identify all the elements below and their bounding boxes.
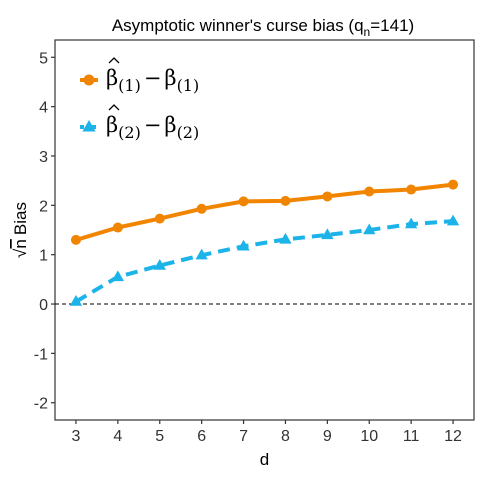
y-tick-label: 4 xyxy=(39,100,48,117)
series-1-point xyxy=(322,191,333,202)
y-axis-label: √nBias xyxy=(11,202,30,258)
series-1-point xyxy=(280,195,291,206)
legend: β(1) − β(1)β(2) − β(2) xyxy=(80,57,199,142)
legend-key-marker xyxy=(83,74,95,86)
series-2-point xyxy=(321,228,334,240)
series-1-point xyxy=(154,213,165,224)
legend-legend-beta: β xyxy=(164,113,176,137)
y-tick-label: 3 xyxy=(39,149,48,166)
legend-hat-mark xyxy=(108,57,120,64)
series-1-point xyxy=(406,184,417,195)
series-1-point xyxy=(238,196,249,207)
series-1-point xyxy=(448,179,459,190)
legend-item-2: β(2) − β(2) xyxy=(80,104,199,142)
series-2-point xyxy=(446,214,460,226)
x-tick-label: 4 xyxy=(113,428,122,445)
legend-legend-hat: β xyxy=(106,113,118,137)
legend-legend-minus: − xyxy=(144,66,162,90)
series-2-point xyxy=(111,270,125,282)
legend-label: β(1) − β(1) xyxy=(106,66,199,95)
y-axis: -2 -1 0 1 2 3 4 5 xyxy=(34,50,55,413)
series-2-line xyxy=(74,219,454,304)
series-1-line xyxy=(75,182,454,242)
legend-legend-minus: − xyxy=(144,113,162,137)
x-tick-label: 12 xyxy=(444,428,462,445)
series-1-point xyxy=(112,222,123,233)
x-axis-label: d xyxy=(260,450,269,469)
panel-border xyxy=(54,39,475,421)
y-tick-label: 1 xyxy=(39,248,48,265)
legend-item-1: β(1) − β(1) xyxy=(80,57,199,95)
series-2-point xyxy=(69,295,83,306)
legend-legend-sub2: (2) xyxy=(177,123,200,142)
chart-title: Asymptotic winner's curse bias (qn=141) xyxy=(112,16,414,39)
x-tick-label: 9 xyxy=(323,428,332,445)
x-tick-label: 8 xyxy=(281,428,290,445)
legend-legend-sub2: (1) xyxy=(177,76,200,95)
series-1-point xyxy=(364,186,375,197)
legend-legend-hat: β xyxy=(106,66,118,90)
series-2-point xyxy=(237,239,250,251)
x-tick-label: 6 xyxy=(197,428,206,445)
legend-key-marker xyxy=(82,120,96,132)
y-tick-label: 0 xyxy=(39,297,48,314)
y-tick-label: -2 xyxy=(34,396,48,413)
y-tick-label: 5 xyxy=(39,50,48,67)
series-1 xyxy=(70,179,459,245)
series-2-point xyxy=(404,217,418,229)
plot-area xyxy=(54,39,475,421)
series-1-point xyxy=(196,203,207,214)
series-2-point xyxy=(363,223,376,235)
legend-legend-sub1: (1) xyxy=(118,76,141,95)
x-tick-label: 3 xyxy=(71,428,80,445)
legend-hat-mark xyxy=(108,104,120,111)
legend-label: β(2) − β(2) xyxy=(106,113,199,142)
x-tick-label: 7 xyxy=(239,428,248,445)
x-tick-label: 10 xyxy=(360,428,378,445)
series-2-point xyxy=(153,259,166,270)
legend-legend-sub1: (2) xyxy=(118,123,141,142)
x-tick-label: 5 xyxy=(155,428,164,445)
x-axis: 3 4 5 6 7 8 9 10 11 12 xyxy=(71,420,462,445)
series-2 xyxy=(69,214,460,306)
series-2-point xyxy=(279,232,292,244)
y-tick-label: 2 xyxy=(39,198,48,215)
series-1-point xyxy=(70,234,81,245)
y-tick-label: -1 xyxy=(34,346,48,363)
x-tick-label: 11 xyxy=(403,428,420,445)
series-2-point xyxy=(195,248,208,260)
legend-legend-beta: β xyxy=(164,66,176,90)
